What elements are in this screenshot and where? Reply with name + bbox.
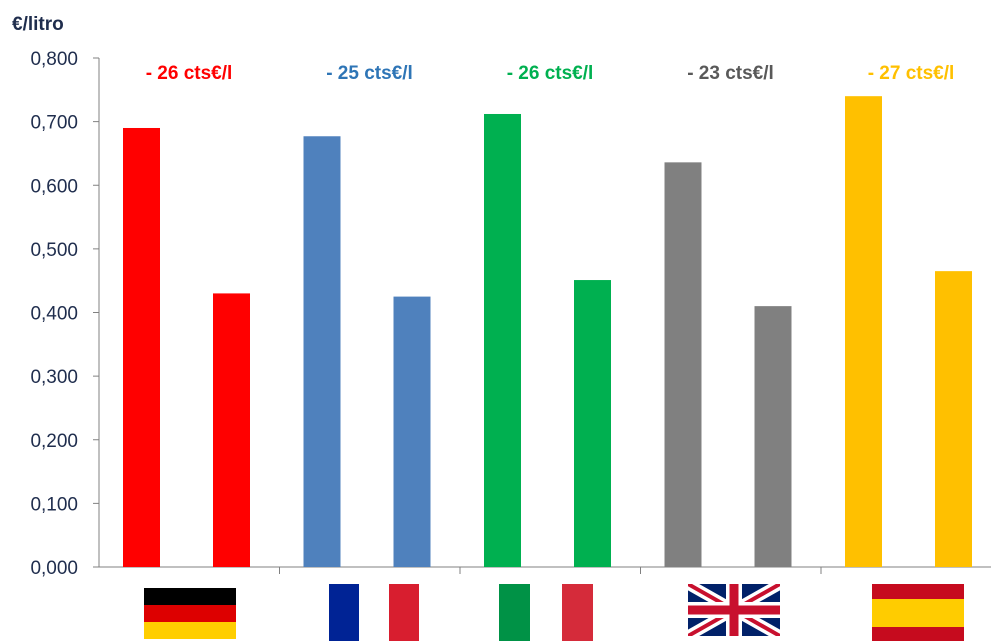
annotation-germany: - 26 cts€/l (146, 63, 233, 84)
y-tick-label: 0,500 (30, 240, 78, 261)
y-tick-label: 0,200 (30, 431, 78, 452)
annotation-spain: - 27 cts€/l (868, 63, 955, 84)
y-axis-label: €/litro (12, 14, 64, 35)
annotation-united-kingdom: - 23 cts€/l (687, 63, 774, 84)
bar-united-kingdom-1 (664, 162, 702, 567)
france-flag-icon (329, 584, 419, 641)
bar-spain-1 (845, 96, 882, 568)
y-tick-label: 0,800 (30, 49, 78, 70)
y-tick-label: 0,600 (30, 176, 78, 197)
bar-france-1 (303, 136, 341, 568)
bar-italy-2 (574, 280, 611, 567)
y-tick-label: 0,100 (30, 494, 78, 515)
spain-flag-icon (872, 584, 964, 641)
annotation-italy: - 26 cts€/l (507, 63, 594, 84)
bar-united-kingdom-2 (754, 306, 792, 567)
bar-spain-2 (935, 271, 972, 567)
annotation-france: - 25 cts€/l (326, 63, 413, 84)
bar-italy-1 (484, 113, 521, 568)
y-axis-ticks: 0,000 0,100 0,200 0,300 0,400 0,500 0,600 0,700… (30, 49, 99, 579)
italy-flag-icon (499, 584, 593, 641)
y-tick-label: 0,000 (30, 558, 78, 579)
bar-germany-2 (213, 293, 250, 567)
annotations: - 26 cts€/l - 25 cts€/l - 26 cts€/l - 23 ct… (146, 63, 955, 84)
bar-germany-1 (123, 127, 160, 568)
bars (123, 96, 972, 568)
y-tick-label: 0,700 (30, 113, 78, 134)
bar-france-2 (393, 296, 431, 567)
y-tick-label: 0,300 (30, 367, 78, 388)
germany-flag-icon (144, 588, 236, 639)
uk-flag-icon (688, 584, 780, 636)
y-tick-label: 0,400 (30, 304, 78, 325)
